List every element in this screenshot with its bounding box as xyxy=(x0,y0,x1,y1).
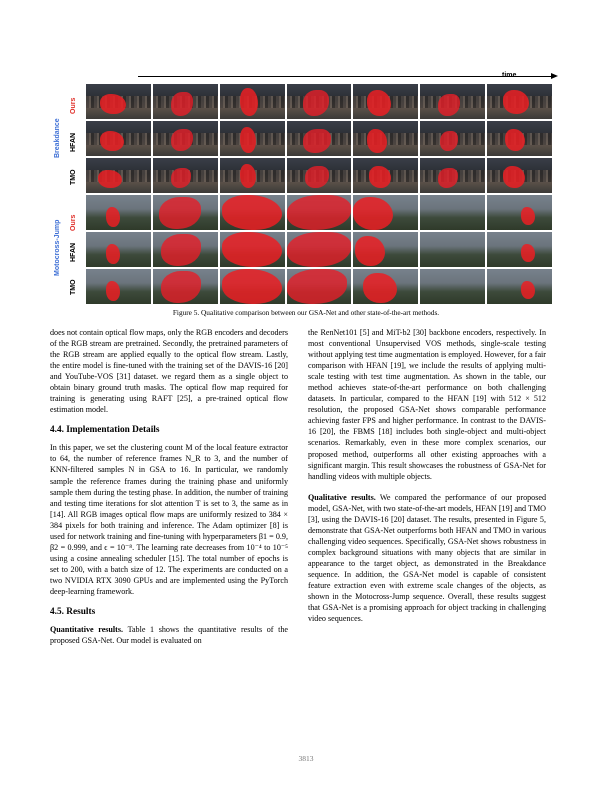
paragraph: Quantitative results. Table 1 shows the … xyxy=(50,624,288,646)
section-heading-results: 4.5. Results xyxy=(50,607,96,618)
frame-image xyxy=(152,232,218,267)
frame-image xyxy=(86,121,151,156)
time-arrow xyxy=(138,73,558,79)
paragraph: does not contain optical flow maps, only… xyxy=(50,328,288,415)
frame-image xyxy=(487,121,553,156)
frame-image xyxy=(420,195,486,230)
figure-caption: Figure 5. Qualitative comparison between… xyxy=(172,308,440,317)
breakdance-ours-row xyxy=(86,84,553,119)
frame-image xyxy=(286,84,352,119)
frame-image xyxy=(286,121,352,156)
frame-image xyxy=(86,269,151,304)
frame-image xyxy=(286,195,352,230)
frame-image xyxy=(219,84,285,119)
paragraph-title: Qualitative results. xyxy=(308,492,376,502)
row-label-tmo-1: TMO xyxy=(70,169,77,185)
row-label-hfan-2: HFAN xyxy=(70,242,77,262)
frame-image xyxy=(86,84,151,119)
motocross-ours-row xyxy=(86,195,553,230)
left-column: does not contain optical flow maps, only… xyxy=(50,327,288,646)
section-heading-implementation: 4.4. Implementation Details xyxy=(50,425,160,436)
frame-image xyxy=(286,269,352,304)
frame-image xyxy=(219,158,285,193)
paragraph: the RenNet101 [5] and MiT-b2 [30] backbo… xyxy=(308,328,546,481)
frame-image xyxy=(487,269,553,304)
frame-image xyxy=(353,269,419,304)
frame-image xyxy=(353,158,419,193)
frame-image xyxy=(152,121,218,156)
frame-image xyxy=(219,121,285,156)
row-label-ours-1: Ours xyxy=(70,97,77,114)
frame-image xyxy=(487,158,553,193)
paragraph-title: Quantitative results. xyxy=(50,625,124,635)
frame-image xyxy=(420,84,486,119)
frame-image xyxy=(286,232,352,267)
motocross-hfan-row xyxy=(86,232,553,267)
frame-image xyxy=(420,269,486,304)
frame-image xyxy=(152,195,218,230)
frame-image xyxy=(152,269,218,304)
frame-image xyxy=(152,158,218,193)
page-number: 3813 xyxy=(298,754,314,763)
figure-5: time Breakdance Motocross-Jump Ours HFAN… xyxy=(52,66,560,317)
breakdance-tmo-row xyxy=(86,158,553,193)
frame-image xyxy=(86,195,151,230)
frame-image xyxy=(487,232,553,267)
frame-image xyxy=(420,121,486,156)
frame-image xyxy=(86,158,151,193)
frame-image xyxy=(353,121,419,156)
row-label-tmo-2: TMO xyxy=(70,279,77,295)
frame-image xyxy=(487,195,553,230)
frame-image xyxy=(353,84,419,119)
frame-image xyxy=(420,158,486,193)
frame-image xyxy=(219,269,285,304)
frame-image xyxy=(152,84,218,119)
frame-image xyxy=(353,232,419,267)
frame-image xyxy=(487,84,553,119)
frame-image xyxy=(420,232,486,267)
group-label-motocross: Motocross-Jump xyxy=(54,219,61,276)
frame-image xyxy=(353,195,419,230)
paragraph: Qualitative results. We compared the per… xyxy=(308,492,546,625)
motocross-tmo-row xyxy=(86,269,553,304)
row-label-hfan-1: HFAN xyxy=(70,132,77,152)
right-column: the RenNet101 [5] and MiT-b2 [30] backbo… xyxy=(308,327,546,624)
frame-image xyxy=(286,158,352,193)
time-label: time xyxy=(502,72,517,79)
paragraph-body: Table 1 shows the quantitative results o… xyxy=(50,625,288,646)
frame-image xyxy=(219,195,285,230)
paragraph-body: We compared the performance of our propo… xyxy=(308,492,546,624)
row-label-ours-2: Ours xyxy=(70,214,77,231)
paragraph: In this paper, we set the clustering cou… xyxy=(50,443,288,596)
frame-image xyxy=(86,232,151,267)
group-label-breakdance: Breakdance xyxy=(54,118,61,158)
breakdance-hfan-row xyxy=(86,121,553,156)
frame-image xyxy=(219,232,285,267)
